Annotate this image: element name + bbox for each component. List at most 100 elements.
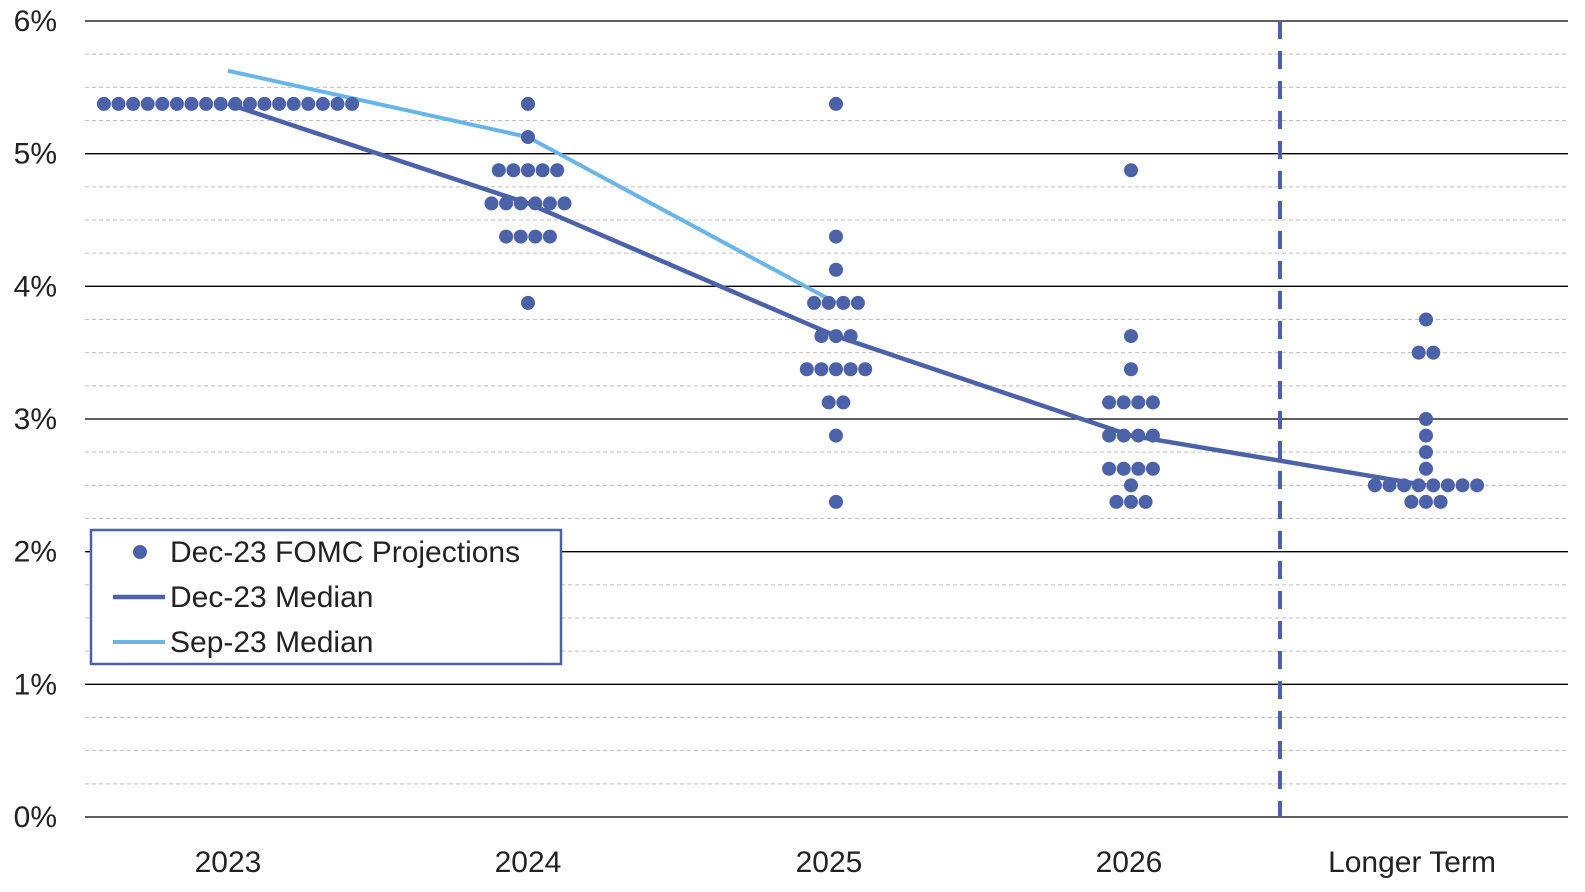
projection-dot (1426, 478, 1441, 493)
projection-dot (499, 229, 514, 244)
projection-dot (829, 229, 843, 244)
projection-dot (1426, 345, 1441, 360)
projection-dot (814, 329, 829, 344)
projection-dot (1131, 428, 1146, 443)
projection-dot (286, 96, 301, 111)
projection-dot (1411, 345, 1426, 360)
projection-dot (843, 362, 858, 377)
projection-dot (550, 163, 565, 178)
projection-dot (1382, 478, 1397, 493)
x-tick-label: 2023 (195, 846, 262, 879)
projection-dot (528, 196, 543, 211)
projection-dots (96, 96, 1485, 509)
projection-dot (1145, 461, 1160, 476)
projection-dot (484, 196, 499, 211)
grid-lines (85, 20, 1568, 818)
projection-dot (257, 96, 272, 111)
projection-dot (535, 163, 550, 178)
projection-dot (1419, 412, 1433, 426)
projection-dot (850, 295, 865, 310)
projection-dot (1455, 478, 1470, 493)
projection-dot (829, 262, 843, 277)
projection-dot (521, 96, 535, 111)
legend: Dec-23 FOMC Projections Dec-23 Median Se… (89, 528, 563, 666)
projection-dot (1116, 395, 1131, 410)
projection-dot (169, 96, 184, 111)
projection-dot (1411, 478, 1426, 493)
projection-dot (521, 130, 535, 145)
y-tick-label: 3% (14, 403, 57, 436)
y-axis-tick-labels: 0% 1% 2% 3% 4% 5% 6% (14, 5, 57, 834)
projection-dot (829, 96, 843, 111)
projection-dot (330, 96, 345, 111)
projection-dot (557, 196, 572, 211)
legend-label-projections: Dec-23 FOMC Projections (170, 536, 520, 569)
x-tick-label: 2025 (796, 846, 863, 879)
legend-box (89, 528, 563, 666)
projection-dot (1470, 478, 1485, 493)
projection-dot (829, 329, 843, 344)
y-tick-label: 0% (14, 801, 57, 834)
projection-dot (513, 229, 528, 244)
projection-dot (111, 96, 126, 111)
x-tick-label: Longer Term (1328, 846, 1496, 879)
median-lines (227, 68, 1427, 488)
projection-dot (1116, 461, 1131, 476)
projection-dot (521, 163, 535, 178)
projection-dot (315, 96, 330, 111)
projection-dot (1102, 461, 1117, 476)
projection-dot (829, 428, 843, 443)
y-tick-label: 2% (14, 536, 57, 569)
projection-dot (506, 163, 521, 178)
projection-dot (528, 229, 543, 244)
projection-dot (1124, 163, 1138, 178)
projection-dot (807, 295, 822, 310)
projection-dot (199, 96, 214, 111)
projection-dot (836, 295, 851, 310)
projection-dot (242, 96, 257, 111)
projection-dot (126, 96, 141, 111)
projection-dot (491, 163, 506, 178)
projection-dot (1124, 362, 1138, 377)
projection-dot (1419, 312, 1433, 327)
projection-dot (1124, 329, 1138, 344)
projection-dot (1102, 395, 1117, 410)
projection-dot (1397, 478, 1412, 493)
projection-dot (1138, 494, 1153, 509)
projection-dot (521, 295, 535, 310)
projection-dot (1145, 395, 1160, 410)
projection-dot (1102, 428, 1117, 443)
projection-dot (814, 362, 829, 377)
projection-dot (1109, 494, 1124, 509)
projection-dot (1404, 494, 1419, 509)
projection-dot (843, 329, 858, 344)
projection-dot (542, 196, 557, 211)
dec-23-median-line (227, 101, 1427, 488)
projection-dot (799, 362, 814, 377)
projection-dot (1419, 461, 1433, 476)
x-tick-label: 2026 (1096, 846, 1163, 879)
projection-dot (1131, 461, 1146, 476)
projection-dot (499, 196, 514, 211)
projection-dot (1116, 428, 1131, 443)
projection-dot (213, 96, 228, 111)
projection-dot (542, 229, 557, 244)
projection-dot (821, 295, 836, 310)
projection-dot (829, 494, 843, 509)
projection-dot (1131, 395, 1146, 410)
projection-dot (821, 395, 836, 410)
legend-label-dec-median: Dec-23 Median (170, 581, 373, 614)
y-tick-label: 1% (14, 668, 57, 701)
y-tick-label: 6% (14, 5, 57, 38)
projection-dot (1124, 494, 1138, 509)
projection-dot (1419, 445, 1433, 460)
projection-dot (228, 96, 243, 111)
projection-dot (1419, 428, 1433, 443)
projection-dot (184, 96, 199, 111)
projection-dot (829, 362, 843, 377)
projection-dot (513, 196, 528, 211)
x-axis-tick-labels: 2023 2024 2025 2026 Longer Term (195, 846, 1496, 879)
legend-dot-marker (133, 545, 147, 559)
projection-dot (1440, 478, 1455, 493)
